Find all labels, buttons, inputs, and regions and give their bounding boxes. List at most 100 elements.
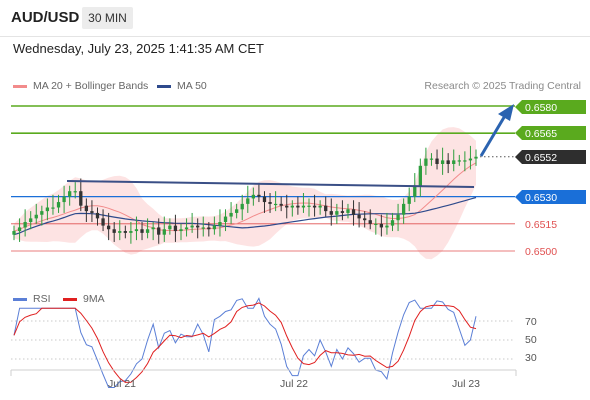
rsi-axis-70: 70: [525, 316, 537, 328]
candle-body: [401, 203, 406, 215]
rsi-9ma-line: [13, 302, 477, 383]
legend-9ma: 9MA: [63, 293, 105, 305]
candle-body: [429, 158, 434, 160]
candle-body: [307, 205, 311, 207]
candle-body: [257, 194, 261, 197]
candle-body: [357, 214, 361, 219]
candle-body: [51, 207, 55, 209]
candle-body: [123, 231, 127, 233]
timeframe-button[interactable]: 30 MIN: [82, 7, 133, 29]
legend-ma20-label: MA 20 + Bollinger Bands: [33, 80, 149, 92]
candle-body: [17, 227, 22, 232]
candle-body: [79, 191, 83, 206]
candle-body: [118, 231, 122, 233]
candle-body: [285, 205, 289, 208]
candle-body: [151, 227, 155, 230]
candle-body: [312, 205, 317, 208]
projection-arrow-head: [498, 104, 514, 121]
candle-body: [368, 220, 372, 224]
candle-body: [457, 160, 461, 162]
projection-arrow-shaft: [479, 113, 508, 157]
candle-body: [390, 220, 395, 226]
candle-body: [101, 218, 105, 226]
candle-body: [251, 194, 255, 199]
candle-body: [134, 229, 139, 232]
candle-body: [34, 214, 38, 219]
candle-body: [340, 211, 345, 213]
candle-body: [374, 223, 378, 226]
candle-body: [273, 203, 278, 206]
legend-9ma-label: 9MA: [83, 293, 105, 305]
candle-body: [157, 227, 161, 235]
pivot-label: 0.6530: [525, 192, 557, 204]
candle-body: [56, 202, 61, 208]
rsi-chart: [11, 297, 515, 388]
legend-rsi: RSI: [13, 293, 51, 305]
candle-body: [363, 218, 367, 221]
level-tag-0.6565: 0.6565: [515, 126, 586, 140]
header-bar: AUD/USD 30 MIN: [0, 0, 590, 37]
candle-body: [190, 225, 194, 228]
candle-body: [329, 211, 333, 215]
candle-body: [129, 231, 133, 233]
ma50-swatch: [157, 84, 171, 88]
candle-body: [201, 227, 205, 229]
candle-body: [418, 165, 422, 186]
x-tick-label: Jul 22: [280, 378, 308, 390]
ma50-line: [13, 196, 477, 236]
support-label-0.6515: 0.6515: [525, 219, 557, 231]
candle-body: [279, 203, 283, 206]
rsi-axis-30: 30: [525, 352, 537, 364]
candle-body: [84, 205, 89, 212]
copyright-text: Research © 2025 Trading Central: [424, 80, 581, 92]
candle-body: [440, 160, 445, 164]
candle-body: [106, 225, 111, 230]
level-label-0.6565: 0.6565: [525, 128, 557, 140]
candle-body: [474, 156, 478, 159]
candle-body: [262, 196, 267, 203]
candle-body: [296, 205, 300, 208]
support-label-0.6500: 0.6500: [525, 246, 557, 258]
candle-body: [346, 209, 350, 213]
x-axis: Jul 21 Jul 22 Jul 23: [10, 369, 517, 390]
candle-body: [424, 158, 428, 166]
candle-body: [29, 218, 33, 222]
symbol-title: AUD/USD: [11, 9, 80, 26]
candle-body: [351, 209, 356, 215]
x-tick-label: Jul 21: [108, 378, 136, 390]
candle-body: [290, 205, 294, 208]
candle-body: [45, 207, 50, 212]
pivot-tag: 0.6530: [515, 190, 586, 204]
candle-body: [173, 225, 178, 232]
candle-body: [335, 211, 339, 215]
price-level-labels: 0.6580 0.6565 0.6552 0.6530 0.6515 0.650…: [515, 100, 586, 364]
candle-body: [145, 229, 150, 233]
datetime-label: Wednesday, July 23, 2025 1:41:35 AM CET: [13, 41, 264, 56]
candle-body: [90, 211, 94, 213]
candle-body: [73, 191, 77, 193]
candle-body: [168, 225, 172, 230]
candle-body: [207, 227, 211, 230]
candle-body: [162, 229, 166, 235]
candle-body: [240, 203, 244, 210]
trendline: [66, 180, 475, 188]
candle-body: [218, 222, 222, 226]
candle-body: [212, 225, 217, 230]
candle-body: [95, 212, 100, 219]
candle-body: [68, 191, 72, 197]
last-price-label: 0.6552: [525, 152, 557, 164]
candle-body: [112, 229, 116, 233]
ma9-swatch: [63, 297, 77, 301]
level-tag-0.6580: 0.6580: [515, 100, 586, 114]
price-chart: [11, 104, 515, 260]
ma20-swatch: [13, 84, 27, 88]
candle-body: [463, 160, 467, 162]
candle-body: [179, 229, 183, 232]
candle-body: [413, 185, 417, 197]
candle-body: [140, 229, 144, 233]
legend-rsi-label: RSI: [33, 293, 51, 305]
candle-body: [452, 160, 456, 164]
candle-body: [301, 205, 306, 208]
candle-body: [446, 160, 450, 164]
